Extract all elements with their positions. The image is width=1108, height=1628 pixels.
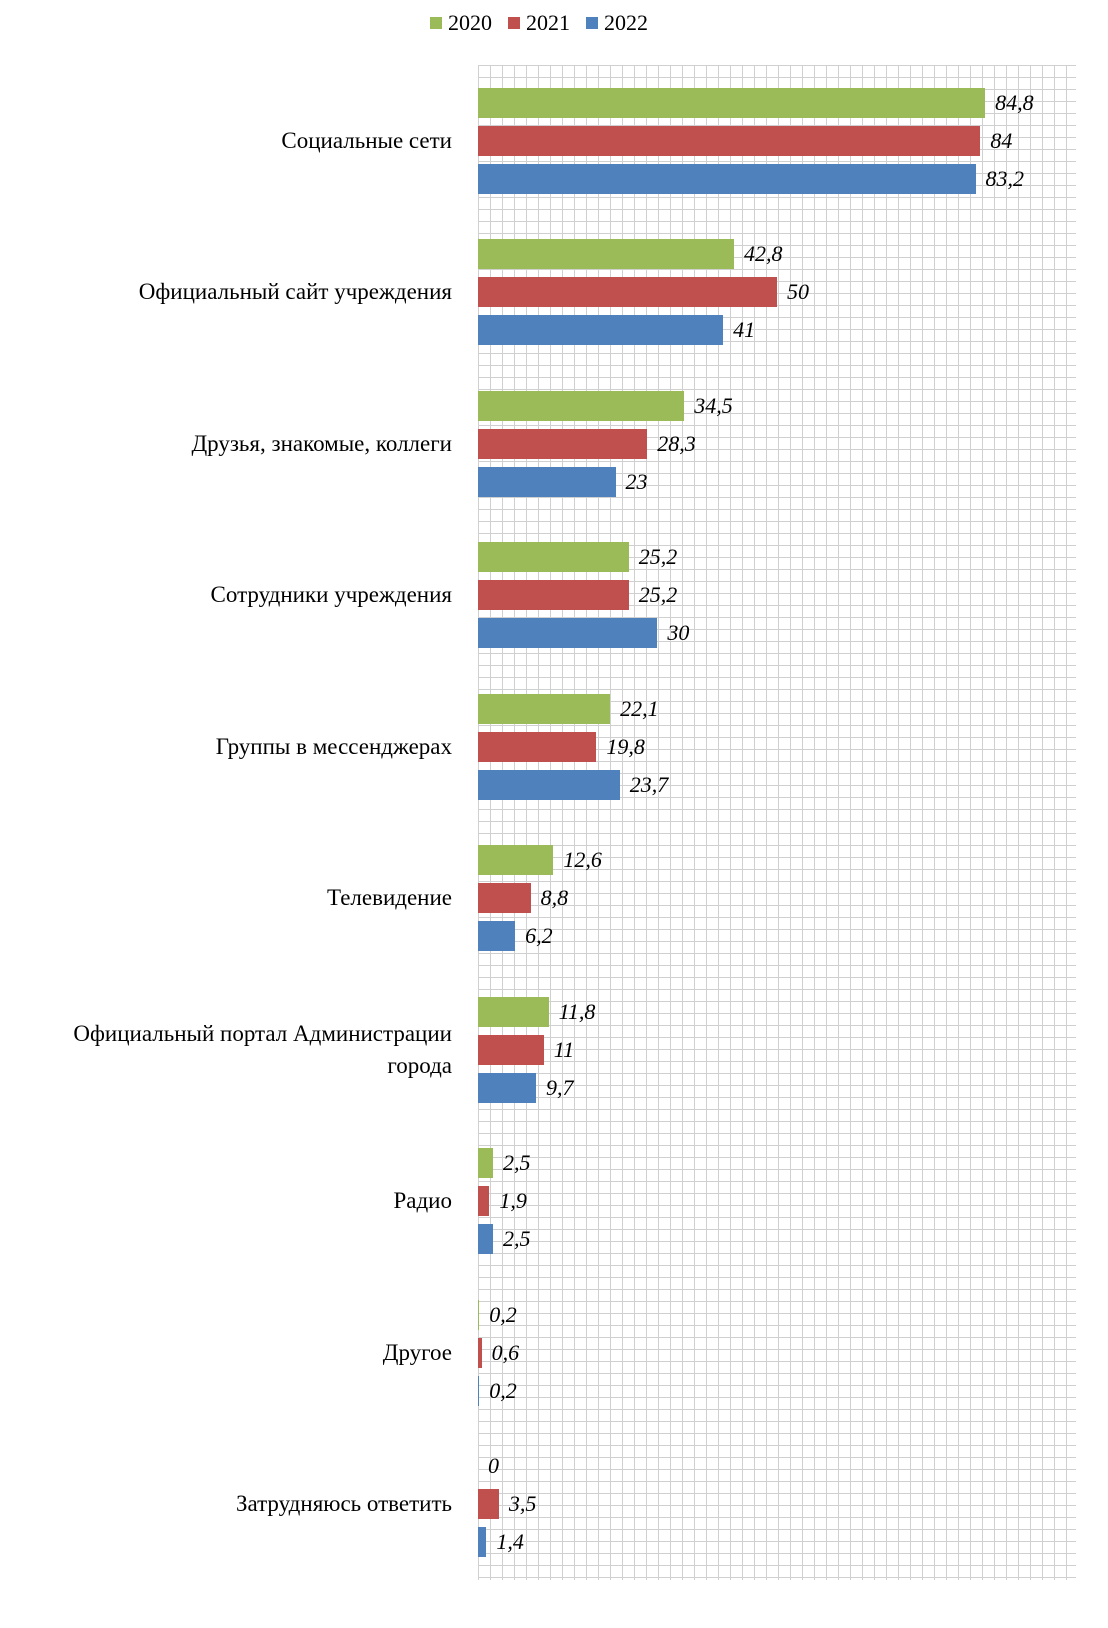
category-label: Друзья, знакомые, коллеги xyxy=(191,430,452,456)
value-label: 0,2 xyxy=(489,1377,517,1403)
bar xyxy=(478,731,597,762)
value-label: 2,5 xyxy=(502,1150,531,1176)
legend-item: 2021 xyxy=(508,10,570,36)
bar xyxy=(478,1337,482,1368)
value-label: 0 xyxy=(488,1453,499,1479)
legend-label: 2021 xyxy=(526,10,570,35)
bar xyxy=(478,1375,480,1406)
value-label: 1,4 xyxy=(496,1529,524,1555)
legend-item: 2020 xyxy=(430,10,492,36)
category-label: Официальный портал Администрации города xyxy=(73,1020,452,1078)
bar xyxy=(478,239,734,270)
category-label: Затрудняюсь ответить xyxy=(235,1491,452,1517)
category-label: Радио xyxy=(393,1188,452,1214)
bar xyxy=(478,1224,493,1255)
bar xyxy=(478,1148,493,1179)
value-label: 2,5 xyxy=(502,1226,531,1252)
bar xyxy=(478,580,629,611)
value-label: 11 xyxy=(553,1036,575,1062)
bar xyxy=(478,1299,480,1330)
bar xyxy=(478,845,554,876)
category-label: Официальный сайт учреждения xyxy=(138,279,452,305)
legend: 2020 2021 2022 xyxy=(430,10,648,36)
value-label: 1,9 xyxy=(499,1188,527,1214)
value-label: 9,7 xyxy=(546,1074,574,1100)
bar xyxy=(478,1072,536,1103)
value-label: 12,6 xyxy=(563,847,602,873)
legend-item: 2022 xyxy=(586,10,648,36)
bar xyxy=(478,693,611,724)
value-label: 0,2 xyxy=(489,1301,517,1327)
legend-label: 2022 xyxy=(604,10,648,35)
bar xyxy=(478,883,531,914)
bar xyxy=(478,277,777,308)
category-label: Группы в мессенджерах xyxy=(215,733,452,759)
bar xyxy=(478,542,629,573)
value-label: 25,2 xyxy=(638,544,678,570)
value-label: 0,6 xyxy=(491,1339,520,1365)
value-label: 23,7 xyxy=(629,771,669,797)
category-label: Сотрудники учреждения xyxy=(210,582,452,608)
legend-swatch xyxy=(430,17,442,29)
bar xyxy=(478,996,549,1027)
legend-swatch xyxy=(508,17,520,29)
bar xyxy=(478,1489,499,1520)
value-label: 25,2 xyxy=(638,582,678,608)
bar xyxy=(478,87,986,118)
value-label: 19,8 xyxy=(606,733,645,759)
bar xyxy=(478,618,658,649)
value-label: 6,2 xyxy=(525,923,553,949)
value-label: 23 xyxy=(625,468,648,494)
category-label: Телевидение xyxy=(327,885,452,911)
value-label: 84 xyxy=(990,127,1013,153)
bar xyxy=(478,1186,490,1217)
value-label: 84,8 xyxy=(995,89,1034,115)
value-label: 34,5 xyxy=(694,392,733,418)
value-label: 8,8 xyxy=(540,885,569,911)
bar xyxy=(478,1527,487,1558)
bar xyxy=(478,921,516,952)
bar xyxy=(478,466,616,497)
bar xyxy=(478,315,724,346)
value-label: 83,2 xyxy=(985,165,1025,191)
bar xyxy=(478,769,620,800)
value-label: 50 xyxy=(787,279,809,305)
bar xyxy=(478,125,981,156)
bar xyxy=(478,390,685,421)
value-label: 3,5 xyxy=(508,1491,537,1517)
category-label: Другое xyxy=(382,1339,452,1365)
legend-swatch xyxy=(586,17,598,29)
value-label: 30 xyxy=(667,620,690,646)
bar xyxy=(478,428,648,459)
category-label: Социальные сети xyxy=(281,127,452,153)
value-label: 41 xyxy=(733,317,756,343)
value-label: 22,1 xyxy=(620,695,659,721)
value-label: 28,3 xyxy=(657,430,696,456)
value-label: 11,8 xyxy=(558,998,596,1024)
legend-label: 2020 xyxy=(448,10,492,35)
bar xyxy=(478,163,976,194)
bar xyxy=(478,1034,544,1065)
value-label: 42,8 xyxy=(743,241,783,267)
